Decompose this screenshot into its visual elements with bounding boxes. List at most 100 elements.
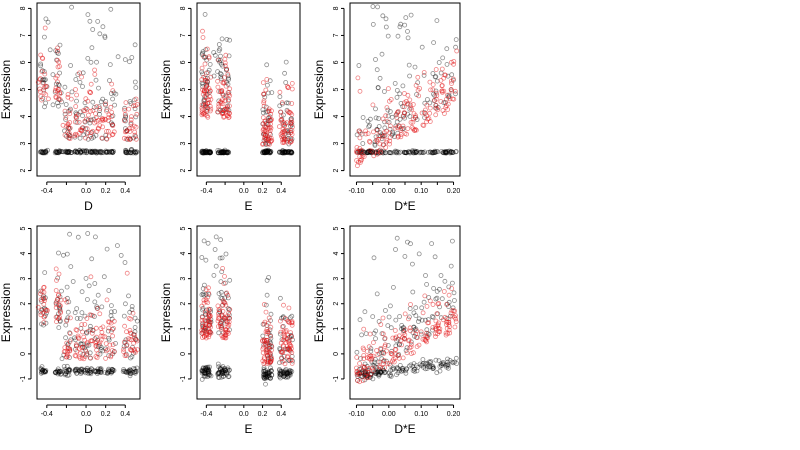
data-point xyxy=(132,348,138,354)
data-point xyxy=(430,366,436,371)
data-point xyxy=(89,330,95,336)
data-point xyxy=(134,149,140,155)
data-point xyxy=(66,299,72,305)
data-point xyxy=(100,150,106,156)
data-point xyxy=(127,129,133,135)
data-point xyxy=(264,277,270,283)
data-point xyxy=(410,149,416,155)
data-point xyxy=(199,292,205,298)
data-point xyxy=(449,150,455,155)
data-point xyxy=(218,366,224,372)
data-point xyxy=(392,125,398,131)
data-point xyxy=(427,79,433,85)
data-point xyxy=(76,368,82,374)
data-point xyxy=(200,329,206,335)
data-point xyxy=(40,80,46,86)
data-point xyxy=(265,329,271,335)
data-point xyxy=(263,374,269,380)
data-point xyxy=(66,367,72,373)
data-point xyxy=(227,103,232,109)
data-point xyxy=(40,149,46,155)
data-point xyxy=(419,110,425,116)
data-point xyxy=(200,368,206,374)
data-point xyxy=(285,370,291,376)
data-point xyxy=(221,150,227,156)
data-point xyxy=(433,67,439,72)
data-point xyxy=(445,359,451,365)
data-point xyxy=(201,149,207,155)
data-point xyxy=(206,372,212,378)
data-point xyxy=(203,150,209,156)
data-point xyxy=(443,362,449,368)
data-point xyxy=(265,90,271,96)
data-point xyxy=(354,349,360,355)
data-point xyxy=(109,366,115,372)
data-point xyxy=(88,366,94,372)
y-tick-label: 3 xyxy=(333,142,340,146)
data-point xyxy=(281,344,287,350)
data-point xyxy=(77,316,83,321)
data-point xyxy=(208,74,214,80)
data-point xyxy=(95,18,101,24)
data-point xyxy=(262,150,268,155)
data-point xyxy=(417,86,423,91)
data-point xyxy=(201,373,207,379)
data-point xyxy=(201,150,207,156)
data-point xyxy=(199,303,205,309)
data-point xyxy=(289,101,295,106)
y-tick-label: -1 xyxy=(333,376,340,382)
data-point xyxy=(128,368,134,374)
data-point xyxy=(207,150,213,156)
data-point xyxy=(218,72,224,77)
plot-frame xyxy=(349,2,461,177)
data-point xyxy=(216,364,222,370)
x-tick-label: -0.4 xyxy=(41,188,53,195)
data-point xyxy=(100,324,106,330)
data-point xyxy=(261,150,267,156)
data-point xyxy=(266,108,272,114)
data-point xyxy=(223,107,229,113)
data-point xyxy=(267,128,273,134)
x-tick-label: 0.20 xyxy=(447,411,461,418)
data-point xyxy=(447,357,453,363)
data-point xyxy=(286,370,292,376)
data-point xyxy=(426,359,432,365)
data-point xyxy=(69,89,75,95)
data-point xyxy=(429,364,435,370)
data-point xyxy=(384,128,390,134)
data-point xyxy=(40,77,45,83)
data-point xyxy=(88,133,93,139)
data-point xyxy=(41,77,46,82)
data-point xyxy=(278,149,284,155)
data-point xyxy=(65,92,71,97)
data-point xyxy=(432,74,438,80)
data-point xyxy=(203,150,209,156)
data-point xyxy=(222,300,228,306)
data-point xyxy=(122,369,128,374)
data-point xyxy=(83,275,89,281)
data-point xyxy=(53,305,59,311)
data-point xyxy=(95,292,101,298)
data-point xyxy=(99,150,105,156)
data-point xyxy=(289,86,295,92)
data-point xyxy=(288,150,294,156)
data-point xyxy=(62,111,68,117)
x-tick-label: 0.2 xyxy=(258,411,268,418)
data-point xyxy=(220,111,226,116)
data-point xyxy=(394,235,400,241)
data-point xyxy=(90,328,96,334)
data-point xyxy=(264,149,270,155)
data-point xyxy=(206,313,212,319)
data-point xyxy=(281,335,287,341)
data-point xyxy=(93,77,99,83)
data-point xyxy=(422,107,428,113)
data-point xyxy=(282,149,288,155)
data-point xyxy=(398,134,404,140)
data-point xyxy=(225,374,231,380)
data-point xyxy=(207,150,213,156)
data-point xyxy=(261,376,267,382)
data-point xyxy=(263,309,269,315)
data-point xyxy=(287,370,293,376)
data-point xyxy=(109,369,115,375)
data-point xyxy=(398,127,404,133)
